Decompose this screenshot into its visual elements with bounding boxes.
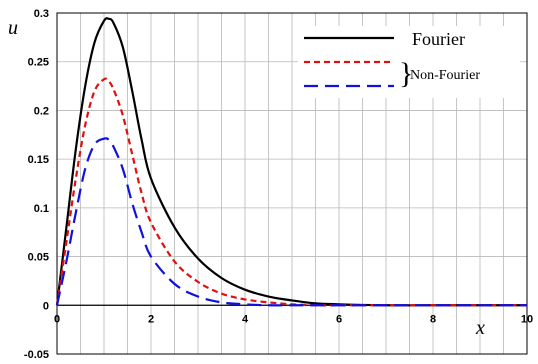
legend-label-non-fourier: Non-Fourier: [410, 68, 480, 83]
y-tick-labels: -0.05 0 0.05 0.1 0.15 0.2 0.25 0.3: [24, 8, 49, 361]
y-tick-label: 0.1: [34, 203, 49, 215]
x-tick-label: 6: [336, 313, 342, 325]
x-tick-labels: 0 2 4 6 8 10: [54, 313, 533, 325]
y-tick-label: 0.3: [34, 8, 49, 20]
x-tick-label: 0: [54, 313, 60, 325]
x-tick-label: 8: [430, 313, 436, 325]
y-axis-label: u: [8, 17, 18, 39]
x-tick-label: 10: [521, 313, 533, 325]
y-tick-label: 0.15: [28, 154, 49, 166]
y-tick-label: 0: [43, 300, 49, 312]
x-tick-label: 2: [148, 313, 154, 325]
legend-label-fourier: Fourier: [412, 29, 465, 49]
legend: Fourier } Non-Fourier: [298, 26, 520, 98]
y-tick-label: -0.05: [24, 349, 49, 361]
series-lines: [55, 17, 527, 307]
x-tick-label: 4: [242, 313, 249, 325]
series-line-2: [55, 137, 527, 307]
legend-brace: }: [399, 57, 413, 90]
x-axis-label: x: [475, 317, 485, 339]
y-tick-label: 0.2: [34, 105, 49, 117]
plot-frame: [56, 12, 528, 355]
y-tick-label: 0.05: [28, 252, 49, 264]
y-tick-label: 0.25: [28, 57, 49, 69]
